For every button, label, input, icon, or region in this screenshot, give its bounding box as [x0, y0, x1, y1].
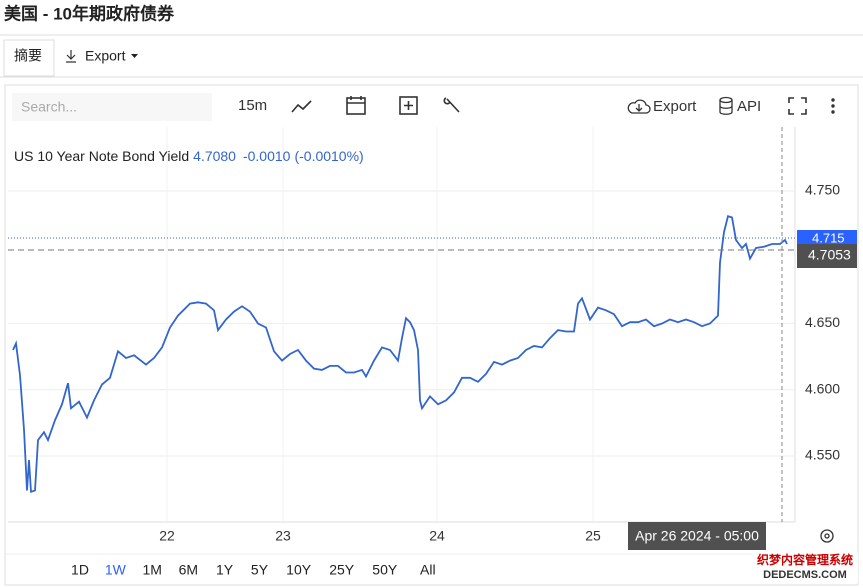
tab[interactable]	[3, 39, 55, 77]
crosshair-time-box	[628, 522, 766, 550]
search-placeholder[interactable]: Search...	[21, 99, 77, 115]
tab-label[interactable]: 摘要	[14, 48, 42, 64]
indicator-icon[interactable]	[399, 96, 418, 115]
legend-change: -0.0010	[243, 148, 291, 164]
crosshair-price-box	[797, 244, 857, 268]
watermark-bg	[752, 553, 858, 583]
range-button[interactable]: All	[420, 562, 436, 578]
y-tick-label: 4.750	[805, 182, 840, 198]
more-icon[interactable]	[831, 98, 835, 114]
range-button[interactable]: 1M	[143, 562, 162, 578]
range-button[interactable]: 1D	[71, 562, 89, 578]
y-tick-label: 4.550	[805, 447, 840, 463]
last-price-box	[797, 230, 857, 244]
interval-button[interactable]: 15m	[238, 97, 267, 114]
search-box[interactable]	[12, 93, 212, 121]
calendar-icon-detail	[347, 96, 365, 104]
calendar-icon[interactable]	[346, 97, 366, 115]
legend-value: 4.7080	[193, 148, 236, 164]
chart-widget	[4, 84, 859, 586]
range-button[interactable]: 50Y	[372, 562, 398, 578]
y-tick-label: 4.600	[805, 380, 840, 396]
download-icon	[66, 50, 76, 63]
legend-name: US 10 Year Note Bond Yield	[14, 148, 189, 164]
last-price-label: 4.715	[812, 230, 845, 245]
page-title: 美国 - 10年期政府债券	[4, 3, 175, 23]
range-button[interactable]: 6M	[179, 562, 198, 578]
x-tick-label: 24	[429, 528, 445, 544]
watermark: 织梦内容管理系统	[757, 552, 853, 567]
indicator-plus	[404, 101, 413, 110]
y-tick-label: 4.650	[805, 314, 840, 330]
fullscreen-icon[interactable]	[788, 97, 807, 115]
range-button[interactable]: 25Y	[329, 562, 355, 578]
watermark: DEDECMS.COM	[763, 569, 847, 581]
x-tick-label: 23	[275, 528, 291, 544]
crosshair-time-label: Apr 26 2024 - 05:00	[635, 528, 759, 544]
plot-area: 4.550 4.600 4.650 4.750 22 23 24 25	[8, 127, 840, 544]
settings-wrench[interactable]	[443, 97, 460, 113]
tab-label[interactable]: Export	[85, 48, 126, 64]
api-button[interactable]: API	[737, 98, 761, 115]
range-button[interactable]: 1W	[105, 562, 127, 578]
gear-icon[interactable]	[820, 529, 834, 543]
chart-type-icon[interactable]	[291, 100, 312, 113]
x-tick-label: 25	[585, 528, 601, 544]
range-button[interactable]: 10Y	[286, 562, 312, 578]
legend-percent: (-0.0010%)	[294, 148, 363, 164]
db-icon-body	[719, 100, 733, 115]
price-line	[12, 215, 788, 494]
export-button[interactable]: Export	[653, 98, 697, 115]
range-button[interactable]: 5Y	[251, 562, 269, 578]
legend: US 10 Year Note Bond Yield 4.7080 -0.0010(…	[14, 148, 364, 164]
range-bar: 1D 1W 1M 6M 1Y 5Y 10Y 25Y 50Y All	[71, 562, 436, 578]
range-button[interactable]: 1Y	[216, 562, 234, 578]
crosshair-price-label: 4.7053	[808, 247, 851, 263]
x-tick-label: 22	[159, 528, 175, 544]
caret	[131, 54, 138, 58]
cloud-icon[interactable]	[627, 99, 651, 114]
